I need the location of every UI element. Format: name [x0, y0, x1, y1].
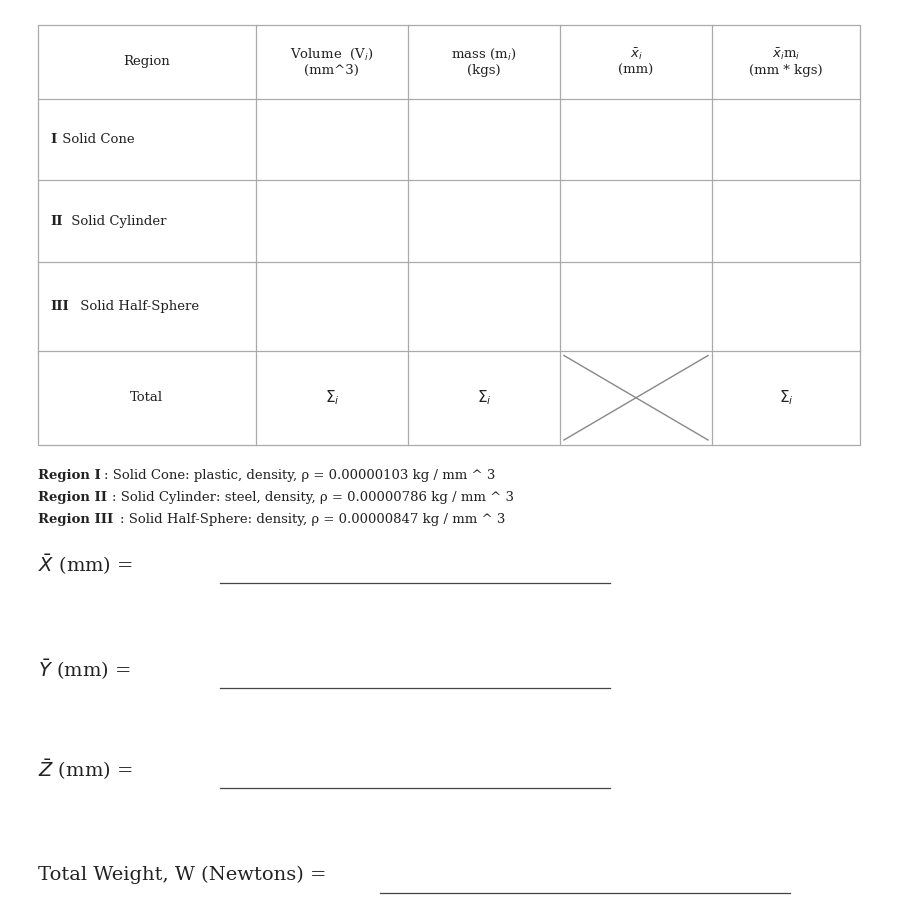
Text: mass (m$_i$)
(kgs): mass (m$_i$) (kgs): [451, 47, 517, 77]
Text: $\Sigma_i$: $\Sigma_i$: [476, 388, 492, 407]
Text: Region III: Region III: [38, 513, 113, 526]
Text: $\bar{x}_i$m$_i$
(mm * kgs): $\bar{x}_i$m$_i$ (mm * kgs): [749, 47, 823, 77]
Text: : Solid Cylinder: steel, density, ρ = 0.00000786 kg / mm ^ 3: : Solid Cylinder: steel, density, ρ = 0.…: [112, 491, 514, 504]
Text: Total: Total: [130, 391, 163, 404]
Text: Region I: Region I: [38, 469, 100, 482]
Text: Volume  (V$_i$)
(mm^3): Volume (V$_i$) (mm^3): [291, 47, 373, 77]
Text: III: III: [50, 300, 69, 313]
Text: $\bar{x}_i$
(mm): $\bar{x}_i$ (mm): [618, 47, 654, 77]
Text: Solid Cylinder: Solid Cylinder: [67, 215, 167, 228]
Text: : Solid Half-Sphere: density, ρ = 0.00000847 kg / mm ^ 3: : Solid Half-Sphere: density, ρ = 0.0000…: [120, 513, 505, 526]
Text: Solid Cone: Solid Cone: [58, 133, 135, 146]
Text: Total Weight, W (Newtons) =: Total Weight, W (Newtons) =: [38, 866, 327, 884]
Text: Region II: Region II: [38, 491, 107, 504]
Text: $\bar{Z}$ (mm) =: $\bar{Z}$ (mm) =: [38, 758, 133, 782]
Text: $\Sigma_i$: $\Sigma_i$: [779, 388, 793, 407]
Text: : Solid Cone: plastic, density, ρ = 0.00000103 kg / mm ^ 3: : Solid Cone: plastic, density, ρ = 0.00…: [103, 469, 495, 482]
Bar: [38, 25, 860, 445]
Text: $\bar{X}$ (mm) =: $\bar{X}$ (mm) =: [38, 553, 133, 578]
Text: II: II: [50, 215, 63, 228]
Text: Solid Half-Sphere: Solid Half-Sphere: [75, 300, 198, 313]
Text: I: I: [50, 133, 57, 146]
Text: $\Sigma_i$: $\Sigma_i$: [325, 388, 339, 407]
Text: $\bar{Y}$ (mm) =: $\bar{Y}$ (mm) =: [38, 657, 131, 683]
Text: Region: Region: [124, 55, 170, 69]
